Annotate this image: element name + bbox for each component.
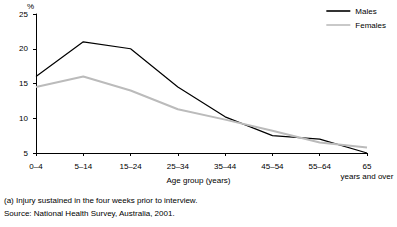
svg-text:25–34: 25–34 bbox=[167, 162, 190, 171]
svg-text:20: 20 bbox=[19, 44, 28, 53]
svg-text:10: 10 bbox=[19, 114, 28, 123]
svg-text:Females: Females bbox=[355, 21, 386, 30]
svg-text:15: 15 bbox=[19, 79, 28, 88]
svg-text:15–24: 15–24 bbox=[119, 162, 142, 171]
svg-text:45–54: 45–54 bbox=[261, 162, 284, 171]
svg-text:0–4: 0–4 bbox=[29, 162, 43, 171]
svg-text:Males: Males bbox=[355, 7, 376, 16]
svg-text:Source: National Health Survey: Source: National Health Survey, Australi… bbox=[4, 209, 175, 218]
svg-text:25: 25 bbox=[19, 10, 28, 19]
svg-text:(a) Injury sustained in the fo: (a) Injury sustained in the four weeks p… bbox=[4, 196, 197, 205]
svg-text:65: 65 bbox=[363, 162, 372, 171]
svg-text:55–64: 55–64 bbox=[309, 162, 332, 171]
svg-text:years and over: years and over bbox=[341, 172, 394, 181]
svg-text:35–44: 35–44 bbox=[214, 162, 237, 171]
svg-text:5: 5 bbox=[24, 149, 29, 158]
svg-text:5–14: 5–14 bbox=[74, 162, 92, 171]
svg-text:Age group (years): Age group (years) bbox=[166, 176, 230, 185]
